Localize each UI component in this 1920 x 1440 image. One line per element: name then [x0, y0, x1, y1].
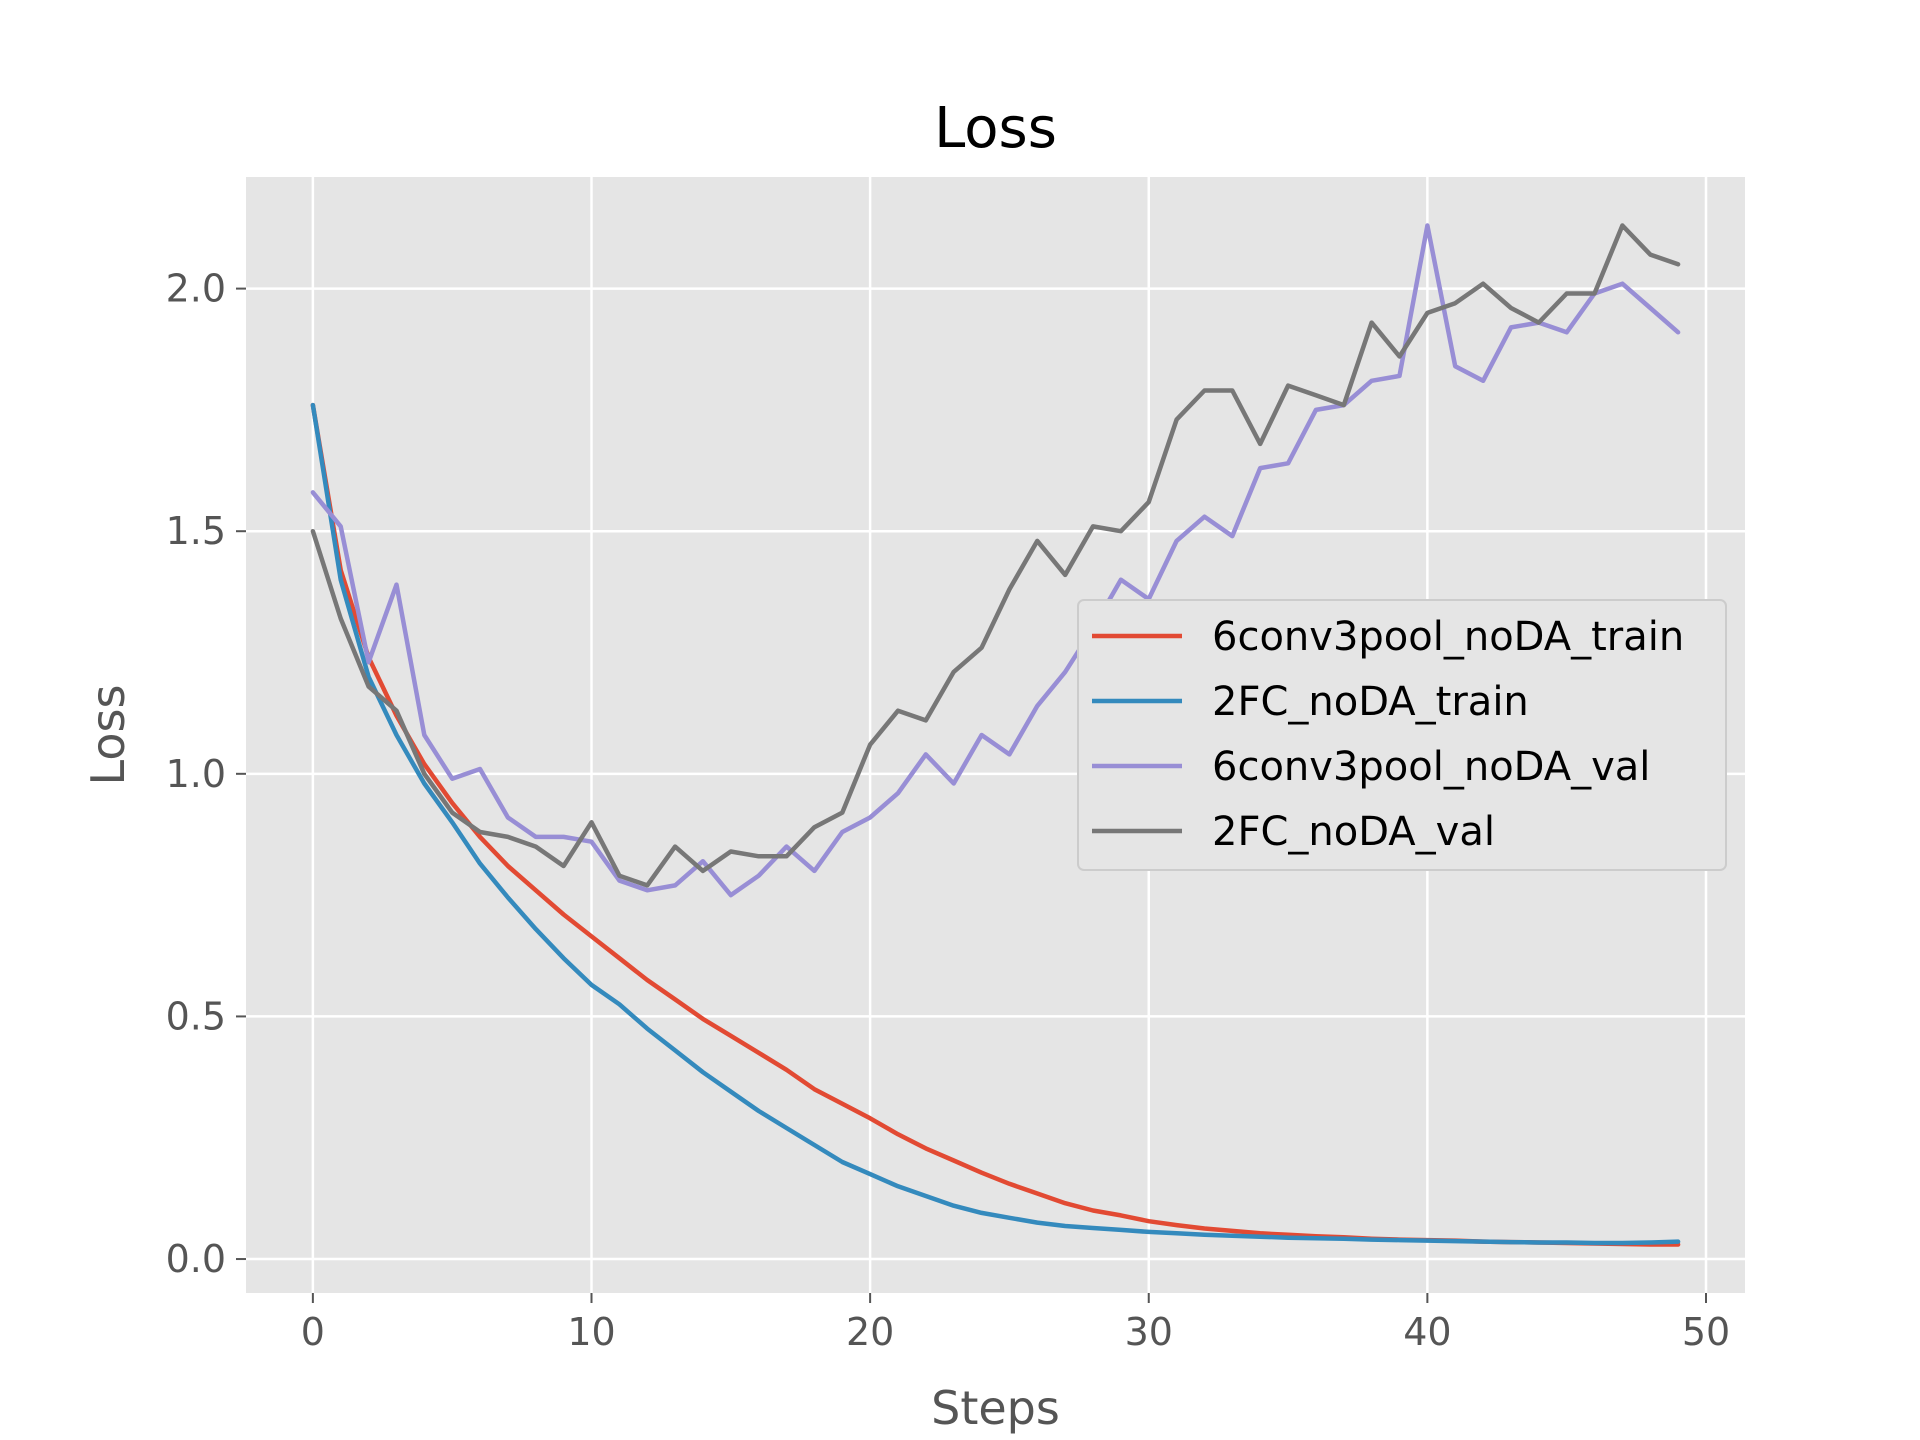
x-tick-label: 0	[301, 1310, 325, 1354]
y-tick-label: 2.0	[166, 267, 226, 311]
x-tick-label: 20	[846, 1310, 894, 1354]
x-axis-label: Steps	[931, 1381, 1060, 1435]
series-lines	[310, 223, 1681, 1247]
y-axis-ticks: 0.0 0.5 1.0 1.5 2.0	[166, 267, 246, 1281]
x-tick-label: 10	[567, 1310, 615, 1354]
y-tick-label: 0.0	[166, 1237, 226, 1281]
series-line-6conv3pool_noDA_val	[310, 223, 1681, 898]
series-line-2FC_noDA_val	[310, 223, 1681, 888]
legend: 6conv3pool_noDA_train 2FC_noDA_train 6conv…	[1077, 599, 1727, 871]
legend-label: 6conv3pool_noDA_val	[1212, 744, 1650, 790]
series-line-2FC_noDA_train	[310, 402, 1681, 1246]
x-tick-label: 50	[1682, 1310, 1730, 1354]
y-tick-label: 1.5	[166, 509, 226, 553]
y-axis-label: Loss	[81, 685, 135, 786]
legend-box	[1077, 599, 1727, 871]
x-tick-label: 30	[1125, 1310, 1173, 1354]
y-tick-label: 1.0	[166, 752, 226, 796]
x-tick-label: 40	[1403, 1310, 1451, 1354]
y-tick-label: 0.5	[166, 994, 226, 1038]
legend-label: 2FC_noDA_train	[1212, 679, 1529, 725]
legend-label: 2FC_noDA_val	[1212, 809, 1495, 855]
chart-title: Loss	[934, 96, 1057, 161]
x-axis-ticks: 0 10 20 30 40 50	[301, 1293, 1730, 1354]
legend-label: 6conv3pool_noDA_train	[1212, 614, 1684, 660]
grid-lines	[246, 177, 1745, 1293]
